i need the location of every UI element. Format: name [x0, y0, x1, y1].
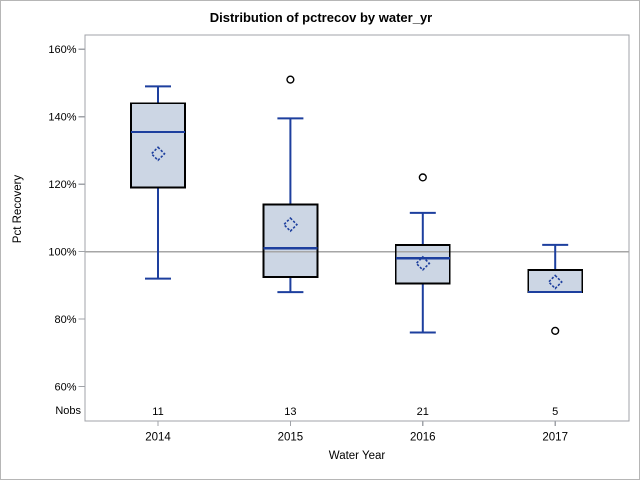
- y-tick-label: 60%: [54, 381, 76, 393]
- box-fill-2016: [395, 244, 450, 284]
- boxplot-2014: [130, 85, 186, 280]
- boxplot-2016: [394, 173, 451, 334]
- box-fill-2014: [131, 103, 185, 188]
- x-category-label: 2016: [410, 432, 436, 444]
- nobs-value: 11: [152, 406, 163, 418]
- outlier-point: [418, 173, 427, 182]
- x-category-label: 2017: [542, 432, 568, 444]
- boxplot-2015: [262, 75, 319, 294]
- outlier-point: [551, 326, 560, 335]
- box-outline: [394, 243, 451, 285]
- mean-diamond: [547, 274, 563, 290]
- nobs-row-label: Nobs: [55, 405, 81, 417]
- box-outline: [130, 102, 186, 189]
- boxplot-2017: [527, 243, 584, 335]
- nobs-value: 5: [552, 406, 558, 418]
- mean-diamond: [415, 255, 431, 272]
- box-fill-2015: [263, 204, 318, 277]
- nobs-value: 13: [284, 406, 296, 418]
- x-category-label: 2015: [278, 432, 304, 444]
- mean-diamond: [150, 146, 166, 162]
- x-axis-title: Water Year: [328, 450, 386, 462]
- box-fill-2017: [528, 270, 583, 293]
- outlier-point: [286, 75, 295, 84]
- nobs-value: 21: [417, 406, 429, 418]
- x-category-label: 2014: [145, 432, 171, 444]
- y-tick-label: 140%: [48, 112, 76, 124]
- y-tick-label: 120%: [48, 179, 76, 191]
- y-tick-label: 100%: [48, 246, 76, 258]
- y-tick-label: 80%: [54, 314, 76, 326]
- box-outline: [262, 203, 319, 278]
- mean-diamond: [282, 216, 299, 233]
- plot-frame: [84, 34, 630, 422]
- y-tick-label: 160%: [48, 44, 76, 56]
- chart-title: Distribution of pctrecov by water_yr: [209, 10, 433, 25]
